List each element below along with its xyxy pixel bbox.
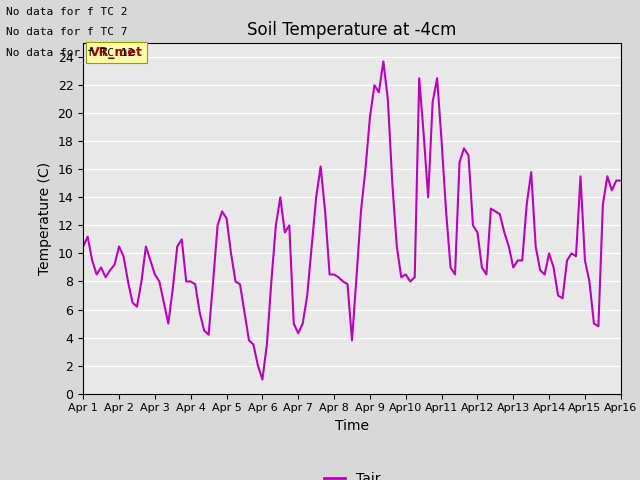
X-axis label: Time: Time — [335, 419, 369, 433]
Text: No data for f TC 7: No data for f TC 7 — [6, 27, 128, 37]
Text: No data for f TC 12: No data for f TC 12 — [6, 48, 134, 58]
Title: Soil Temperature at -4cm: Soil Temperature at -4cm — [247, 21, 457, 39]
Legend: Tair: Tair — [318, 467, 386, 480]
Y-axis label: Temperature (C): Temperature (C) — [38, 162, 52, 275]
Text: No data for f TC 2: No data for f TC 2 — [6, 7, 128, 17]
Text: VR_met: VR_met — [90, 46, 143, 59]
